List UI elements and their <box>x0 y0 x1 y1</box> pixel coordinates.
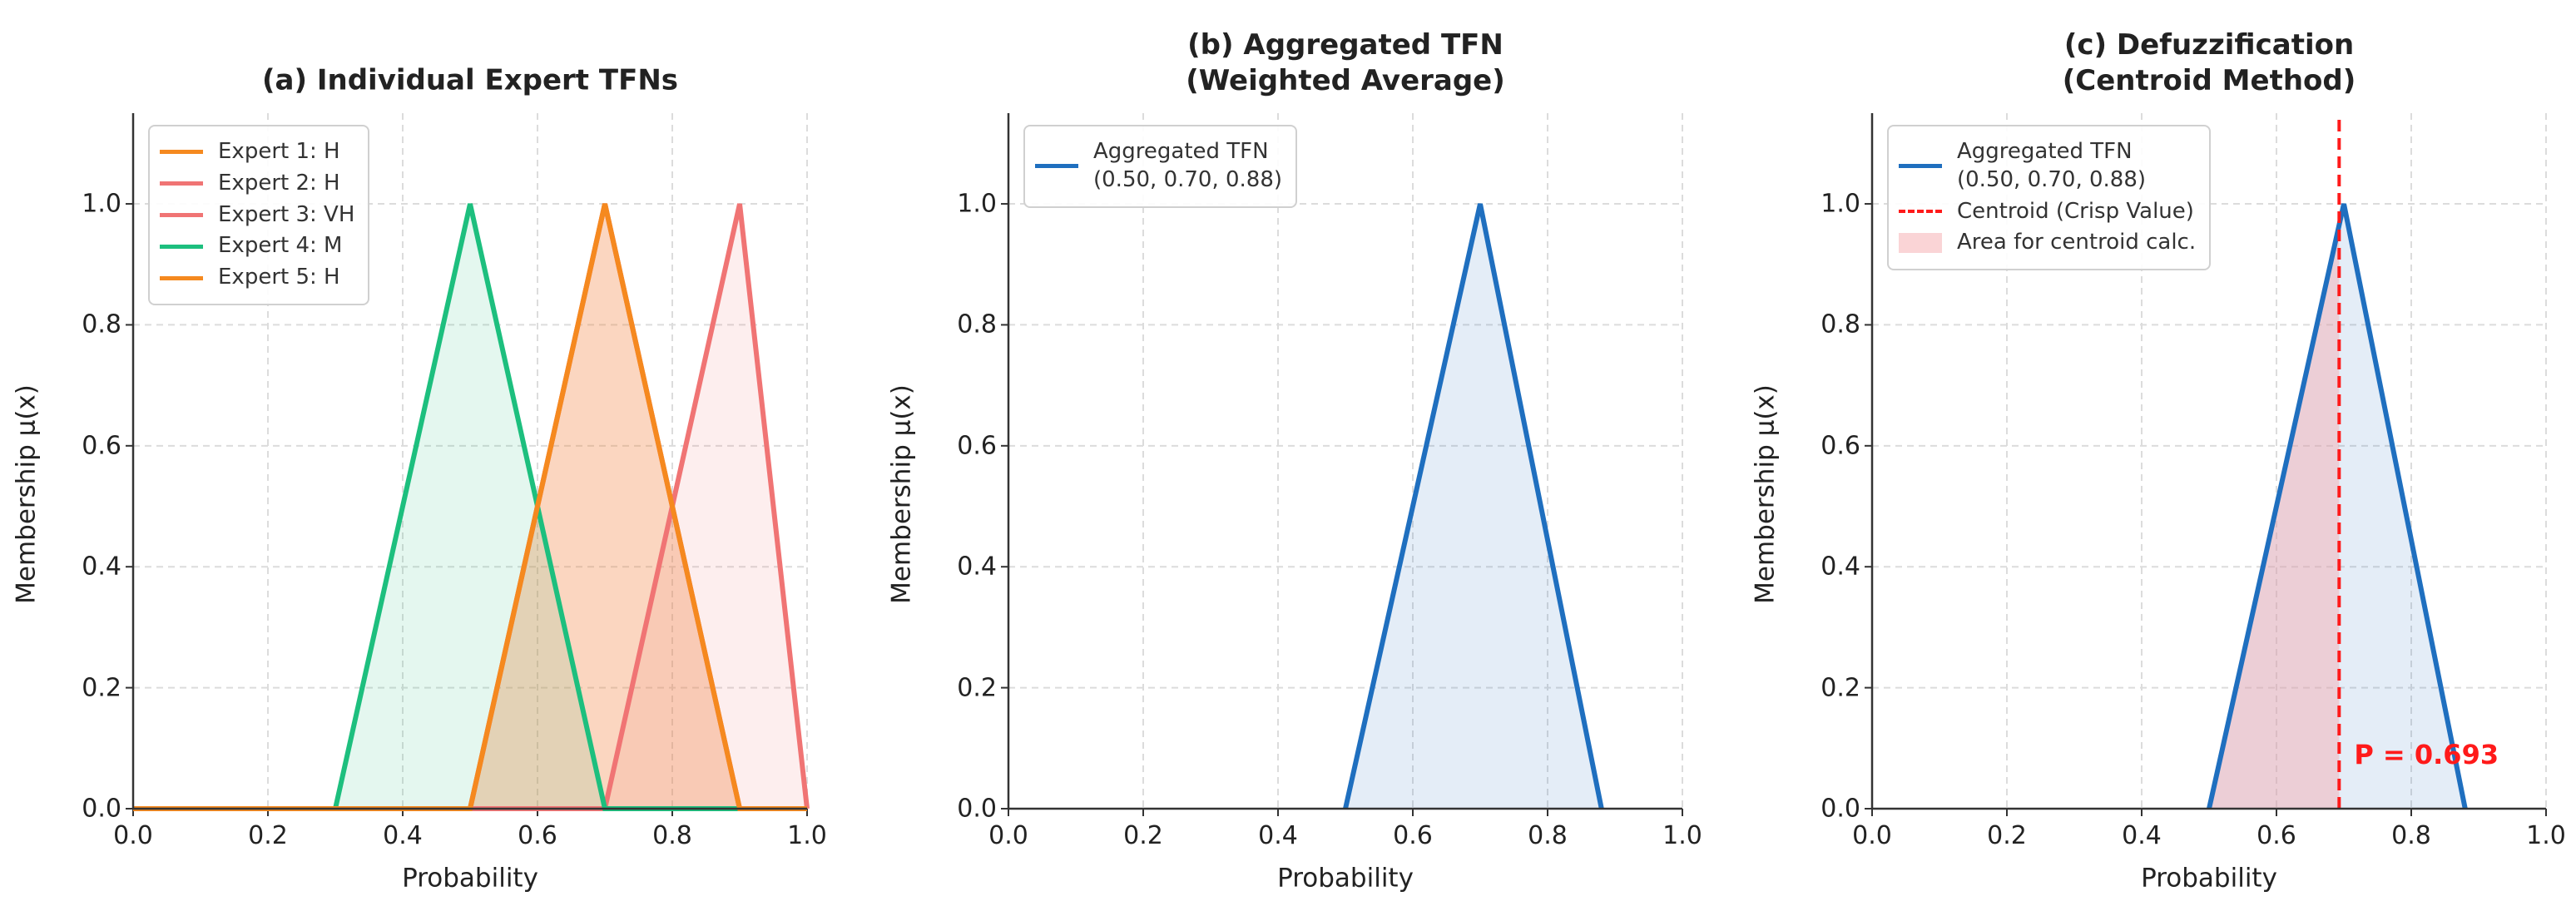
legend-entry: Area for centroid calc. <box>1899 229 2196 257</box>
legend: Aggregated TFN (0.50, 0.70, 0.88) Centroi… <box>1887 125 2212 271</box>
x-axis-label: Probability <box>1277 863 1414 894</box>
y-tick-label: 0.0 <box>82 794 121 824</box>
legend: Expert 1: H Expert 2: H Expert 3: VH Expert… <box>148 125 370 305</box>
x-tick-label: 0.8 <box>2391 821 2431 850</box>
y-tick-label: 0.8 <box>1821 309 1860 339</box>
y-tick-label: 0.8 <box>82 309 121 339</box>
x-tick-label: 0.8 <box>1528 821 1568 850</box>
legend-label: Expert 4: M <box>218 233 343 259</box>
x-tick-label: 1.0 <box>787 821 827 850</box>
legend-label: Expert 2: H <box>218 170 340 196</box>
chart-title: (a) Individual Expert TFNs <box>261 63 679 97</box>
y-tick-label: 0.6 <box>957 431 997 461</box>
legend-entry: Aggregated TFN (0.50, 0.70, 0.88) <box>1035 138 1282 195</box>
legend-label: Aggregated TFN (0.50, 0.70, 0.88) <box>1093 139 1283 192</box>
y-axis-label: Membership μ(x) <box>11 384 42 604</box>
y-tick-label: 0.2 <box>82 672 121 702</box>
chart-title: (c) Defuzzification (Centroid Method) <box>2062 28 2356 97</box>
x-tick-label: 0.2 <box>1123 821 1163 850</box>
series-area <box>133 204 807 810</box>
legend-swatch <box>1899 210 1942 214</box>
legend-swatch <box>160 150 203 155</box>
legend-swatch <box>160 181 203 186</box>
legend-swatch <box>160 212 203 217</box>
legend-swatch <box>1899 164 1942 169</box>
series-line <box>1343 203 1604 810</box>
x-tick-label: 0.4 <box>1258 821 1298 850</box>
legend-swatch <box>160 275 203 280</box>
y-axis-label: Membership μ(x) <box>886 384 917 604</box>
x-tick-label: 0.4 <box>383 821 423 850</box>
legend-label: Expert 1: H <box>218 139 340 164</box>
x-axis-label: Probability <box>2141 863 2277 894</box>
x-tick-label: 0.0 <box>988 821 1028 850</box>
legend-label: Aggregated TFN (0.50, 0.70, 0.88) <box>1957 139 2147 192</box>
y-tick-label: 0.0 <box>957 794 997 824</box>
annotation: P = 0.693 <box>2354 738 2499 770</box>
y-axis-label: Membership μ(x) <box>1750 384 1781 604</box>
y-tick-label: 0.6 <box>82 431 121 461</box>
legend-label: Area for centroid calc. <box>1957 230 2197 255</box>
legend-swatch <box>1899 233 1942 254</box>
x-tick-label: 1.0 <box>2526 821 2566 850</box>
x-tick-label: 0.4 <box>2122 821 2162 850</box>
legend-label: Expert 5: H <box>218 265 340 290</box>
legend-entry: Aggregated TFN (0.50, 0.70, 0.88) <box>1899 138 2196 195</box>
x-tick-label: 0.2 <box>1987 821 2027 850</box>
y-tick-label: 1.0 <box>82 189 121 219</box>
legend-entry: Expert 4: M <box>160 232 354 260</box>
y-tick-label: 0.2 <box>957 672 997 702</box>
y-tick-label: 0.2 <box>1821 672 1860 702</box>
series-area <box>2209 204 2465 810</box>
x-axis-label: Probability <box>402 863 538 894</box>
legend-entry: Centroid (Crisp Value) <box>1899 198 2196 226</box>
y-tick-label: 0.8 <box>957 309 997 339</box>
x-tick-label: 0.0 <box>1852 821 1892 850</box>
x-tick-label: 1.0 <box>1662 821 1702 850</box>
x-tick-label: 0.0 <box>113 821 153 850</box>
x-tick-label: 0.6 <box>1393 821 1433 850</box>
x-tick-label: 0.6 <box>2256 821 2296 850</box>
y-tick-label: 0.6 <box>1821 431 1860 461</box>
legend-entry: Expert 5: H <box>160 264 354 292</box>
legend: Aggregated TFN (0.50, 0.70, 0.88) <box>1023 125 1298 208</box>
y-tick-label: 0.4 <box>82 552 121 582</box>
y-tick-label: 1.0 <box>1821 189 1860 219</box>
y-tick-label: 0.0 <box>1821 794 1860 824</box>
y-tick-label: 0.4 <box>957 552 997 582</box>
x-tick-label: 0.8 <box>652 821 692 850</box>
series-area <box>1345 204 1602 810</box>
legend-swatch <box>1035 164 1078 169</box>
x-tick-label: 0.2 <box>248 821 288 850</box>
legend-label: Expert 3: VH <box>218 201 355 227</box>
x-tick-label: 0.6 <box>518 821 557 850</box>
legend-entry: Expert 3: VH <box>160 201 354 230</box>
y-tick-label: 0.4 <box>1821 552 1860 582</box>
series-line <box>2207 203 2468 810</box>
legend-entry: Expert 2: H <box>160 170 354 198</box>
legend-entry: Expert 1: H <box>160 138 354 166</box>
legend-label: Centroid (Crisp Value) <box>1957 198 2194 224</box>
y-tick-label: 1.0 <box>957 189 997 219</box>
chart-title: (b) Aggregated TFN (Weighted Average) <box>1186 28 1505 97</box>
legend-swatch <box>160 244 203 249</box>
